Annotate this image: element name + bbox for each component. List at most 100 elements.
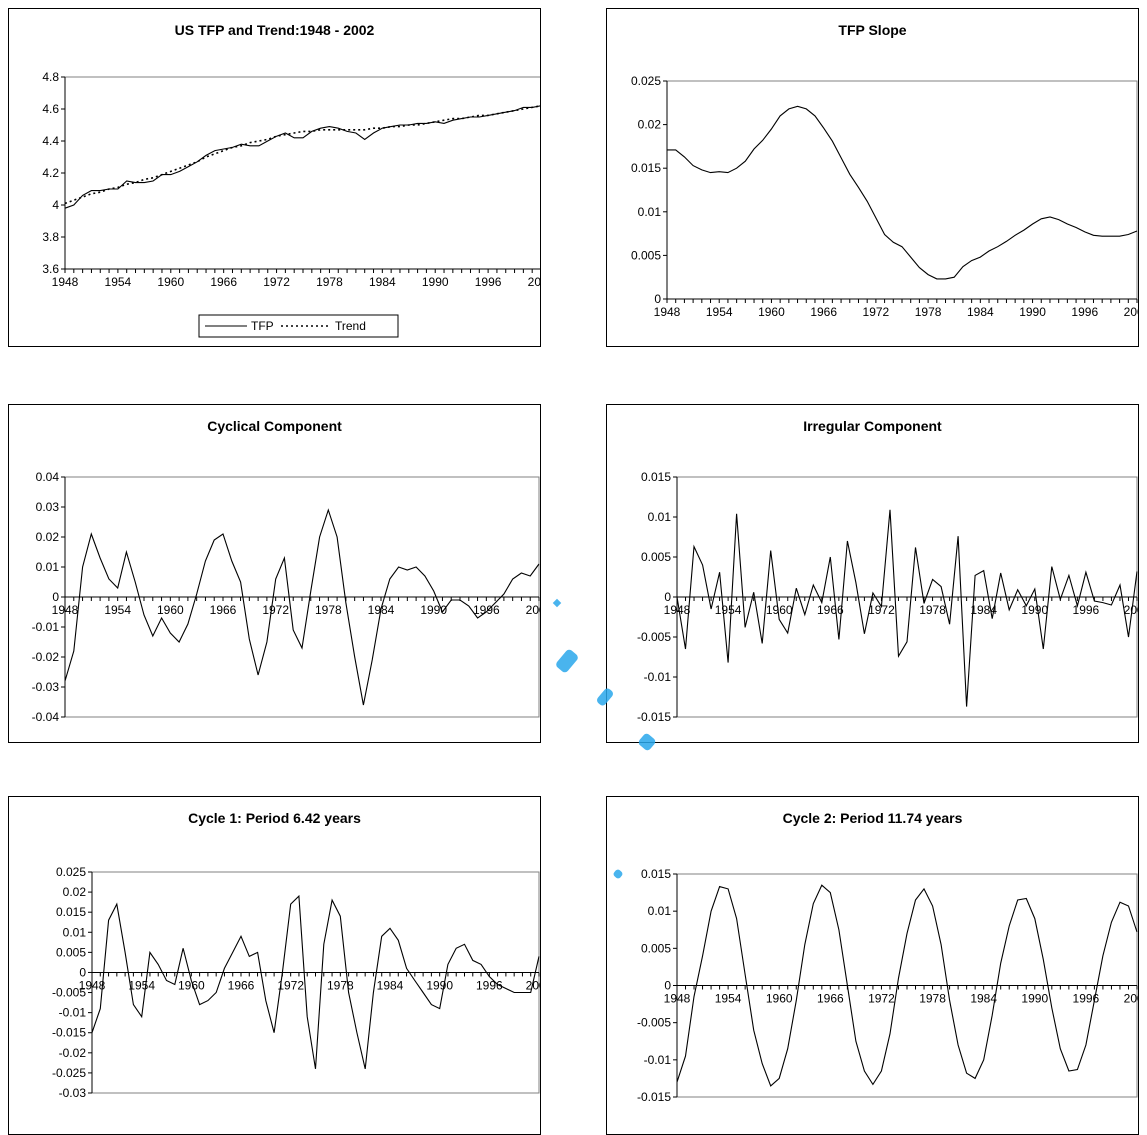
- y-tick-label: -0.015: [637, 1090, 671, 1104]
- x-tick-label: 1996: [475, 275, 502, 289]
- plot-area: [91, 871, 540, 1094]
- y-tick-label: 0.025: [631, 74, 661, 88]
- y-tick-label: -0.02: [32, 650, 60, 664]
- y-tick-label: 0: [664, 979, 671, 993]
- chart-title: US TFP and Trend:1948 - 2002: [175, 22, 375, 38]
- x-tick-label: 1996: [473, 603, 500, 617]
- x-tick-label: 1960: [157, 603, 184, 617]
- y-tick-label: -0.025: [52, 1066, 86, 1080]
- y-tick-label: 0: [654, 292, 661, 306]
- y-tick-label: 0.005: [631, 248, 661, 262]
- y-tick-label: 0: [52, 590, 59, 604]
- chart-panel-cyclical: Cyclical Component -0.04 -0.03 -0.02 -0.01 0 0…: [8, 404, 541, 743]
- legend-label-tfp: TFP: [251, 319, 274, 333]
- chart-svg: US TFP and Trend:1948 - 2002 3.6 3.8 4 4.2 4.…: [42, 22, 540, 338]
- x-tick-label: 1990: [426, 978, 453, 992]
- y-tick-label: 0.005: [56, 945, 86, 959]
- y-tick-label: -0.015: [637, 710, 671, 724]
- y-tick-label: 0.03: [36, 500, 60, 514]
- series-line-main: [676, 884, 1138, 1087]
- y-tick-label: 0.015: [641, 867, 671, 881]
- y-tick-label: 0.04: [36, 470, 60, 484]
- y-tick-label: -0.005: [637, 1016, 671, 1030]
- y-tick-label: 0.02: [638, 118, 662, 132]
- x-tick-label: 1948: [654, 305, 681, 319]
- x-tick-label: 1966: [210, 275, 237, 289]
- x-tick-label: 1966: [817, 603, 844, 617]
- series-line-main: [667, 105, 1138, 280]
- y-tick-label: 0.01: [648, 904, 672, 918]
- x-tick-label: 1960: [766, 992, 793, 1006]
- x-tick-label: 1966: [210, 603, 237, 617]
- x-tick-label: 2002: [1124, 992, 1138, 1006]
- y-tick-label: 0.01: [63, 925, 87, 939]
- x-tick-label: 1978: [315, 603, 342, 617]
- chart-legend: TFP Trend: [198, 314, 399, 338]
- x-tick-label: 1978: [919, 603, 946, 617]
- x-tick-label: 2002: [528, 275, 540, 289]
- y-tick-label: 0.01: [36, 560, 60, 574]
- y-tick-label: -0.01: [59, 1006, 87, 1020]
- y-tick-label: 0.01: [648, 510, 672, 524]
- y-tick-label: 0.02: [63, 885, 87, 899]
- x-tick-label: 1948: [664, 603, 691, 617]
- chart-panel-cycle-2: Cycle 2: Period 11.74 years -0.015 -0.01 -0…: [606, 796, 1139, 1135]
- x-tick-label: 1954: [715, 992, 742, 1006]
- x-tick-label: 1966: [228, 978, 255, 992]
- y-tick-label: 4.8: [42, 70, 59, 84]
- chart-svg: TFP Slope 0 0.005 0.01 0.015 0.02 0.025 1948 195…: [631, 22, 1138, 319]
- y-tick-label: -0.03: [59, 1086, 87, 1100]
- x-tick-label: 1990: [1021, 992, 1048, 1006]
- chart-title: Irregular Component: [803, 418, 942, 434]
- y-tick-label: -0.015: [52, 1026, 86, 1040]
- x-tick-label: 1972: [263, 275, 290, 289]
- x-tick-label: 1996: [1073, 992, 1100, 1006]
- x-tick-label: 1960: [766, 603, 793, 617]
- y-tick-label: 0.015: [631, 161, 661, 175]
- chart-title: Cycle 1: Period 6.42 years: [188, 810, 361, 826]
- x-tick-label: 1954: [104, 603, 131, 617]
- y-tick-label: 4.2: [42, 166, 59, 180]
- x-tick-label: 1978: [327, 978, 354, 992]
- x-tick-label: 1954: [128, 978, 155, 992]
- x-tick-label: 1996: [1073, 603, 1100, 617]
- x-tick-label: 1978: [919, 992, 946, 1006]
- x-tick-label: 1966: [817, 992, 844, 1006]
- chart-svg: Cycle 1: Period 6.42 years -0.03 -0.025 -0.…: [52, 810, 540, 1100]
- x-tick-label: 1948: [664, 992, 691, 1006]
- x-tick-label: 1966: [810, 305, 837, 319]
- legend-box: [198, 314, 399, 338]
- chart-svg: Cycle 2: Period 11.74 years -0.015 -0.01 -0…: [637, 810, 1138, 1104]
- plot-area: [64, 76, 540, 270]
- x-tick-label: 1960: [157, 275, 184, 289]
- series-line-tfp: [64, 105, 540, 209]
- y-tick-label: 0.005: [641, 941, 671, 955]
- x-tick-label: 1990: [1019, 305, 1046, 319]
- y-tick-label: 0.025: [56, 865, 86, 879]
- y-tick-label: 0: [664, 590, 671, 604]
- chart-panel-tfp-slope: TFP Slope 0 0.005 0.01 0.015 0.02 0.025 1948 195…: [606, 8, 1139, 347]
- y-tick-label: -0.01: [32, 620, 60, 634]
- x-tick-label: 1978: [915, 305, 942, 319]
- x-tick-label: 1954: [715, 603, 742, 617]
- x-tick-label: 1954: [105, 275, 132, 289]
- chart-panel-irregular: Irregular Component -0.015 -0.01 -0.005 0 0.0…: [606, 404, 1139, 743]
- x-tick-label: 1972: [868, 992, 895, 1006]
- x-tick-label: 1972: [868, 603, 895, 617]
- y-tick-label: 0.015: [56, 905, 86, 919]
- chart-panel-tfp-trend: US TFP and Trend:1948 - 2002 3.6 3.8 4 4.2 4.…: [8, 8, 541, 347]
- y-tick-label: 0.015: [641, 470, 671, 484]
- x-tick-label: 1960: [758, 305, 785, 319]
- series-line-main: [64, 508, 540, 706]
- x-tick-label: 1972: [277, 978, 304, 992]
- x-tick-label: 1984: [369, 275, 396, 289]
- y-tick-label: 0.005: [641, 550, 671, 564]
- y-tick-label: 3.6: [42, 262, 59, 276]
- x-tick-label: 1972: [262, 603, 289, 617]
- x-tick-label: 1990: [1021, 603, 1048, 617]
- chart-title: Cycle 2: Period 11.74 years: [783, 810, 963, 826]
- x-tick-label: 1960: [178, 978, 205, 992]
- y-tick-label: -0.01: [644, 1053, 672, 1067]
- x-tick-label: 2002: [1124, 603, 1138, 617]
- chart-svg: Irregular Component -0.015 -0.01 -0.005 0 0.0…: [637, 418, 1138, 724]
